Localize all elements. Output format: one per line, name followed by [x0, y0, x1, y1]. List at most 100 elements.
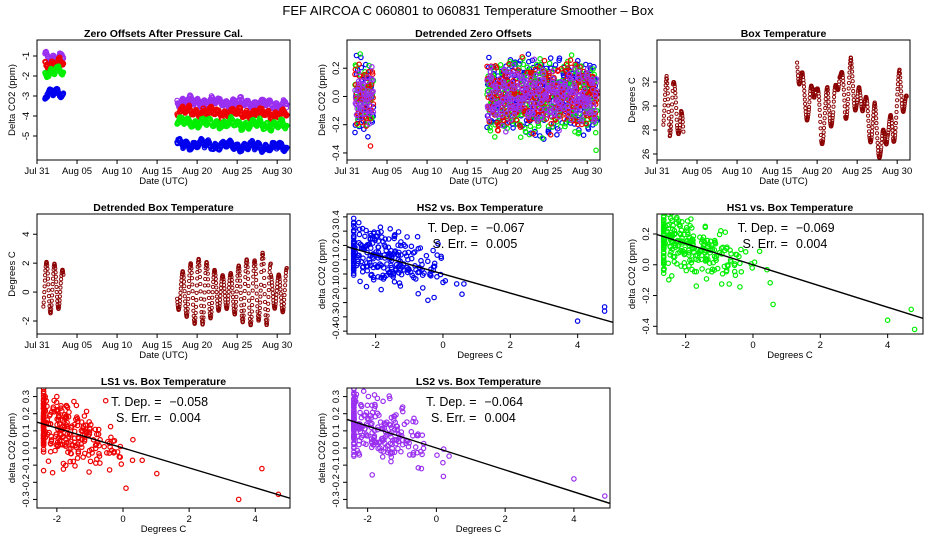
- data-point: [236, 264, 242, 269]
- data-point: [850, 74, 855, 79]
- dep-value: −0.069: [796, 221, 835, 235]
- data-point: [260, 252, 266, 257]
- data-point: [901, 107, 906, 113]
- data-point: [703, 276, 710, 282]
- y-tick-label: -4: [21, 112, 32, 120]
- data-point: [572, 83, 578, 90]
- data-point: [258, 294, 263, 299]
- data-point: [230, 295, 236, 300]
- data-point: [398, 448, 404, 455]
- data-point: [719, 270, 726, 277]
- data-point: [375, 244, 382, 251]
- data-point: [487, 128, 494, 134]
- data-point: [226, 285, 231, 290]
- data-point: [848, 55, 854, 61]
- x-tick-label: Aug 25: [532, 166, 562, 177]
- data-point: [55, 417, 62, 423]
- data-point: [203, 122, 210, 129]
- x-tick-label: Aug 05: [62, 166, 92, 177]
- data-point: [820, 139, 825, 144]
- data-point: [51, 397, 57, 404]
- data-point: [243, 275, 248, 280]
- data-point: [382, 236, 389, 242]
- data-point: [46, 282, 51, 287]
- data-point: [370, 274, 377, 281]
- data-point: [206, 283, 211, 288]
- data-point: [822, 116, 827, 121]
- data-layer: [657, 206, 923, 333]
- data-point: [41, 367, 45, 371]
- data-point: [209, 309, 214, 315]
- data-point: [882, 130, 887, 135]
- data-point: [283, 274, 288, 279]
- data-point: [498, 112, 505, 119]
- data-point: [189, 270, 194, 275]
- data-point: [827, 108, 832, 113]
- data-point: [850, 79, 855, 84]
- data-point: [61, 270, 66, 275]
- data-point: [495, 111, 502, 118]
- data-point: [380, 272, 386, 279]
- data-point: [254, 278, 259, 283]
- data-point: [245, 270, 250, 275]
- series-HS1: [42, 63, 290, 134]
- data-point: [78, 441, 84, 447]
- data-point: [183, 304, 188, 309]
- data-point: [350, 233, 357, 239]
- data-point: [878, 150, 883, 155]
- data-point: [387, 226, 394, 232]
- data-point: [52, 447, 58, 454]
- data-point: [210, 295, 215, 300]
- data-point: [893, 130, 898, 135]
- data-point: [553, 81, 560, 87]
- data-point: [508, 96, 515, 103]
- plot-frame: [36, 39, 291, 161]
- data-point: [374, 233, 380, 239]
- data-point: [681, 251, 688, 257]
- y-tick-label: 0.1: [21, 424, 32, 437]
- y-tick-label: 0.0: [331, 90, 342, 103]
- data-point: [281, 307, 286, 313]
- data-point: [677, 130, 682, 135]
- data-point: [870, 121, 875, 126]
- data-point: [230, 285, 235, 290]
- series-HS2: [42, 85, 290, 156]
- data-point: [706, 260, 713, 267]
- data-point: [366, 256, 372, 262]
- data-point: [369, 64, 375, 70]
- data-point: [262, 299, 268, 305]
- data-point: [545, 127, 552, 133]
- data-point: [397, 242, 404, 249]
- y-tick-label: 0.4: [331, 210, 342, 223]
- data-point: [850, 84, 856, 89]
- data-point: [234, 289, 239, 294]
- data-point: [830, 118, 835, 123]
- data-point: [218, 286, 223, 291]
- data-point: [660, 220, 667, 226]
- data-point: [284, 265, 289, 271]
- data-point: [566, 71, 573, 77]
- data-point: [662, 206, 666, 210]
- y-axis-label: Degrees C: [7, 251, 18, 297]
- data-point: [895, 87, 900, 92]
- data-point: [181, 275, 186, 280]
- data-point: [601, 308, 608, 314]
- data-point: [50, 287, 55, 292]
- data-point: [57, 304, 62, 309]
- data-point: [518, 75, 525, 82]
- data-point: [661, 122, 666, 127]
- data-point: [187, 273, 192, 278]
- data-point: [219, 279, 224, 284]
- data-point: [283, 112, 290, 118]
- data-point: [803, 112, 809, 117]
- data-point: [874, 126, 879, 131]
- data-point: [52, 263, 58, 268]
- data-point: [397, 283, 404, 289]
- data-point: [770, 301, 776, 308]
- data-point: [246, 291, 251, 296]
